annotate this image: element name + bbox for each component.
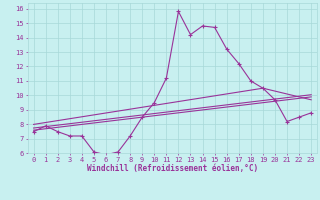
X-axis label: Windchill (Refroidissement éolien,°C): Windchill (Refroidissement éolien,°C): [87, 164, 258, 173]
